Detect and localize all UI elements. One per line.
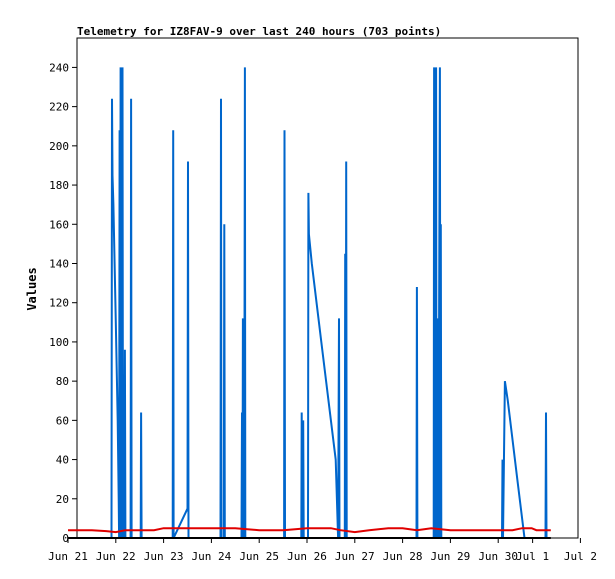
x-tick-label: Jul 2 bbox=[564, 550, 597, 563]
y-tick-label: 20 bbox=[56, 493, 69, 506]
x-tick-label: Jun 23 bbox=[144, 550, 184, 563]
y-tick-label: 220 bbox=[49, 101, 69, 114]
x-tick-label: Jun 21 bbox=[48, 550, 88, 563]
x-tick-label: Jun 25 bbox=[239, 550, 279, 563]
y-tick-label: 200 bbox=[49, 140, 69, 153]
y-tick-label: 100 bbox=[49, 336, 69, 349]
series-line-0 bbox=[108, 67, 548, 539]
y-tick-label: 120 bbox=[49, 297, 69, 310]
y-tick-label: 40 bbox=[56, 454, 69, 467]
x-axis: Jun 21 Jun 22 Jun 23 Jun 24 Jun 25 Jun 26 Jun … bbox=[48, 538, 597, 563]
x-tick-label: Jul 1 bbox=[516, 550, 549, 563]
x-tick-label: Jun 28 bbox=[383, 550, 423, 563]
y-tick-label: 0 bbox=[62, 532, 69, 545]
y-tick-label: 80 bbox=[56, 375, 69, 388]
series-line-1 bbox=[68, 527, 551, 534]
x-tick-label: Jun 22 bbox=[96, 550, 136, 563]
y-tick-label: 160 bbox=[49, 218, 69, 231]
y-axis: 0 20 40 60 80 100 120 140 160 180 200 220 240 bbox=[49, 61, 77, 545]
x-tick-label: Jun 30 bbox=[478, 550, 518, 563]
chart-title: Telemetry for IZ8FAV-9 over last 240 hou… bbox=[77, 25, 441, 38]
y-tick-label: 60 bbox=[56, 414, 69, 427]
y-tick-label: 180 bbox=[49, 179, 69, 192]
x-tick-label: Jun 26 bbox=[287, 550, 327, 563]
series-layer bbox=[68, 67, 551, 539]
x-tick-label: Jun 29 bbox=[431, 550, 471, 563]
x-tick-label: Jun 27 bbox=[335, 550, 375, 563]
y-tick-label: 140 bbox=[49, 257, 69, 270]
y-axis-label: Values bbox=[25, 267, 39, 310]
x-tick-label: Jun 24 bbox=[192, 550, 232, 563]
y-tick-label: 240 bbox=[49, 61, 69, 74]
